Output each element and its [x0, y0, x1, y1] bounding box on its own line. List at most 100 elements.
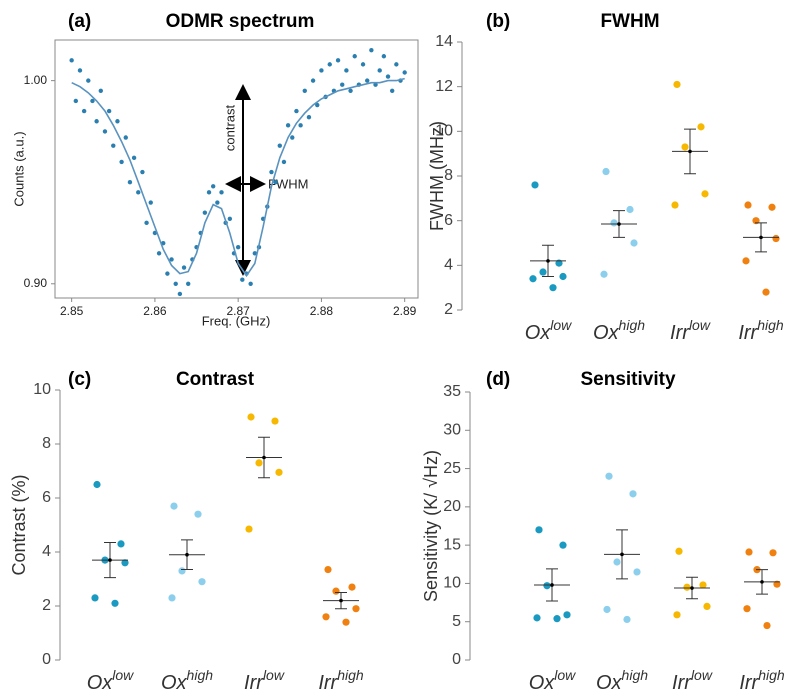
mean-dot: [760, 580, 764, 584]
data-point: [281, 159, 287, 165]
data-point: [531, 181, 539, 189]
x-axis-label: Freq. (GHz): [202, 313, 271, 328]
data-point: [285, 123, 291, 128]
data-point: [762, 288, 770, 296]
x-tick-label: 2.86: [143, 304, 167, 318]
mean-dot: [688, 149, 692, 154]
data-point: [306, 114, 312, 120]
category-label: Oxlow: [525, 317, 572, 345]
category-text: Ox: [593, 322, 620, 344]
annotation: FWHM: [268, 176, 308, 191]
data-point: [613, 558, 621, 566]
category-sup: high: [758, 667, 785, 683]
data-point: [169, 257, 174, 262]
data-point: [170, 502, 178, 510]
category-label: Irrhigh: [739, 667, 785, 692]
data-point: [271, 417, 279, 425]
x-tick-label: 2.87: [226, 304, 250, 318]
data-point: [81, 108, 87, 114]
data-point: [298, 123, 303, 128]
data-point: [77, 68, 83, 73]
category-label: Irrhigh: [738, 317, 784, 345]
data-point: [553, 615, 561, 623]
category-label: Oxlow: [87, 667, 134, 692]
data-point: [763, 621, 771, 630]
category-text: Ox: [529, 672, 556, 692]
data-point: [206, 190, 212, 195]
data-point: [352, 54, 357, 59]
data-point: [369, 47, 374, 53]
y-tick-label: 30: [443, 422, 461, 439]
data-point: [322, 613, 330, 621]
data-point: [360, 62, 366, 67]
category-text: Irr: [739, 672, 759, 692]
data-point: [168, 594, 176, 602]
data-point: [626, 205, 634, 214]
data-point: [610, 219, 618, 227]
category-label: Irrlow: [672, 667, 713, 692]
data-point: [389, 88, 395, 93]
data-point: [91, 594, 99, 602]
category-label: Oxhigh: [161, 667, 213, 692]
category-sup: low: [550, 317, 572, 333]
category-sup: low: [112, 667, 134, 683]
data-point: [245, 525, 253, 533]
y-tick-label: 25: [443, 460, 461, 477]
data-point: [743, 605, 751, 613]
y-tick-label: 0: [452, 651, 461, 668]
mean-dot: [690, 586, 694, 590]
data-point: [186, 281, 191, 286]
chart-title: ODMR spectrum: [166, 11, 315, 32]
data-point: [165, 271, 170, 276]
data-point: [402, 70, 407, 75]
category-sup: low: [689, 317, 711, 333]
y-tick-label: 8: [42, 435, 51, 452]
y-axis-label: Counts (a.u.): [11, 131, 26, 206]
chart-title: FWHM: [600, 11, 659, 32]
data-point: [600, 270, 608, 278]
y-tick-label: 10: [33, 381, 51, 398]
data-point: [302, 88, 307, 93]
data-point: [563, 611, 571, 619]
y-tick-label: 6: [42, 489, 51, 506]
data-point: [559, 541, 567, 549]
data-point: [156, 251, 162, 256]
y-axis-label: Contrast (%): [9, 474, 29, 575]
data-point: [683, 583, 691, 591]
data-point: [769, 549, 777, 557]
mean-dot: [546, 259, 550, 263]
y-tick-label: 14: [435, 33, 453, 50]
data-point: [269, 169, 274, 175]
data-point: [247, 413, 255, 421]
data-point: [623, 615, 631, 624]
category-text: Ox: [161, 672, 188, 692]
mean-dot: [185, 552, 189, 557]
data-point: [210, 184, 216, 189]
data-point: [633, 568, 641, 576]
category-label: Irrlow: [670, 317, 711, 345]
mean-dot: [262, 455, 266, 460]
data-point: [681, 143, 689, 151]
category-sup: high: [337, 667, 364, 683]
data-point: [533, 614, 541, 622]
y-tick-label: 12: [435, 78, 453, 95]
data-point: [602, 167, 610, 176]
mean-dot: [108, 558, 112, 562]
data-point: [255, 459, 263, 467]
data-point: [559, 272, 567, 281]
data-point: [352, 605, 360, 613]
data-point: [177, 291, 183, 297]
y-tick-label: 2: [42, 597, 51, 614]
category-sup: low: [554, 667, 576, 683]
data-point: [332, 587, 340, 595]
category-sup: high: [619, 317, 646, 333]
y-tick-label: 1.00: [24, 73, 48, 87]
chart-title: Contrast: [176, 369, 255, 390]
panel-label: (d): [486, 369, 510, 390]
data-point: [373, 82, 378, 87]
data-point: [127, 180, 133, 185]
data-point: [529, 275, 537, 283]
category-sup: low: [263, 667, 285, 683]
y-axis-label: FWHM (MHz): [427, 121, 447, 231]
